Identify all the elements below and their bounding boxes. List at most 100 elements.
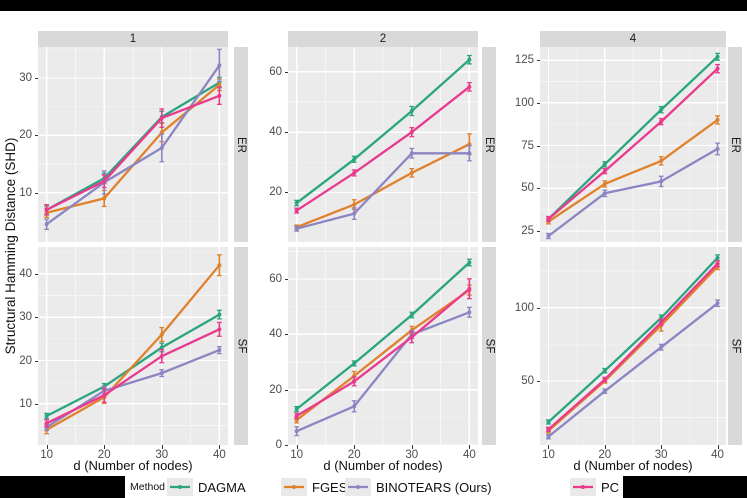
x-tick-label: 40: [462, 449, 476, 461]
y-tick-mark: [34, 192, 38, 194]
panel-ER-2: [288, 47, 478, 242]
x-tick-label: 30: [654, 449, 668, 461]
legend-label-fges: FGES: [312, 479, 348, 495]
y-tick-label: 60: [269, 65, 282, 78]
facet-strip-row-label: SF: [483, 338, 496, 354]
legend-key-binotears: [345, 478, 371, 496]
x-axis-title-1: d (Number of nodes): [73, 458, 193, 473]
facet-strip-row-SF-col2: SF: [728, 247, 742, 445]
facet-strip-col-2: 2: [288, 31, 478, 47]
series-SF-4-BINOTEARS (Ours): [546, 299, 720, 440]
panel-ER-1: [38, 47, 228, 242]
legend: Method DAGMA FGES BINOTEARS (Ours) PC: [0, 476, 747, 498]
x-tick-mark: [104, 445, 106, 449]
x-tick-mark: [548, 445, 550, 449]
x-tick-mark: [661, 445, 663, 449]
x-tick-mark: [604, 445, 606, 449]
y-tick-label: 40: [269, 126, 282, 139]
legend-item-pc: PC: [570, 476, 619, 498]
legend-label-binotears: BINOTEARS (Ours): [376, 479, 492, 495]
y-tick-label: 75: [521, 139, 534, 152]
legend-label-dagma: DAGMA: [198, 479, 246, 495]
y-tick-label: 0: [275, 439, 282, 451]
y-tick-label: 10: [19, 186, 32, 199]
legend-key-dagma: [167, 478, 193, 496]
y-tick-mark: [536, 60, 540, 62]
y-tick-label: 50: [521, 374, 534, 387]
x-tick-label: 10: [542, 449, 555, 461]
series-ER-2-PC: [294, 81, 472, 214]
x-tick-mark: [161, 445, 163, 449]
x-axis-title-2: d (Number of nodes): [323, 458, 443, 473]
series-ER-2-DAGMA: [294, 54, 472, 207]
y-tick-label: 20: [269, 383, 282, 396]
panel-ER-4: [540, 47, 726, 242]
legend-item-fges: FGES: [281, 476, 347, 498]
y-tick-mark: [536, 230, 540, 232]
series-SF-2-PC: [294, 278, 472, 420]
x-tick-label: 10: [40, 449, 54, 461]
x-tick-label: 10: [290, 449, 304, 461]
x-tick-mark: [219, 445, 221, 449]
x-tick-label: 20: [347, 449, 361, 461]
y-tick-mark: [34, 403, 38, 405]
y-tick-mark: [284, 192, 288, 194]
y-tick-label: 30: [19, 71, 32, 84]
series-SF-4-PC: [546, 260, 720, 433]
legend-item-binotears: BINOTEARS (Ours): [345, 476, 492, 498]
y-tick-mark: [536, 380, 540, 382]
x-tick-label: 40: [711, 449, 724, 461]
facet-strip-row-label: SF: [235, 338, 248, 354]
legend-black-box-right: [623, 476, 747, 498]
facet-strip-row-ER-col1: ER: [482, 47, 496, 242]
series-SF-2-DAGMA: [294, 258, 472, 413]
facet-strip-row-ER-col2: ER: [728, 47, 742, 242]
legend-title: Method: [130, 481, 166, 493]
legend-key-pc: [570, 478, 596, 496]
y-tick-mark: [34, 77, 38, 79]
x-axis-title-3: d (Number of nodes): [573, 458, 693, 473]
y-tick-mark: [34, 135, 38, 137]
x-tick-label: 30: [405, 449, 419, 461]
series-ER-4-PC: [546, 63, 720, 222]
series-SF-1-PC: [44, 321, 222, 428]
panel-SF-4: [540, 247, 726, 445]
legend-label-pc: PC: [601, 479, 620, 495]
legend-item-dagma: DAGMA: [167, 476, 246, 498]
y-tick-mark: [34, 317, 38, 319]
facet-strip-col-4: 4: [540, 31, 726, 47]
panel-SF-2: [288, 247, 478, 445]
facet-strip-row-SF-col0: SF: [234, 247, 248, 445]
y-tick-label: 20: [19, 354, 32, 367]
x-tick-mark: [46, 445, 48, 449]
y-tick-label: 100: [514, 96, 534, 109]
x-tick-mark: [296, 445, 298, 449]
facet-strip-row-label: ER: [729, 136, 742, 153]
y-tick-label: 125: [514, 54, 534, 67]
top-black-bar: [0, 0, 747, 11]
y-tick-mark: [34, 273, 38, 275]
y-tick-label: 50: [521, 182, 534, 195]
y-tick-mark: [34, 360, 38, 362]
x-tick-mark: [354, 445, 356, 449]
facet-strip-row-ER-col0: ER: [234, 47, 248, 242]
y-tick-label: 10: [19, 397, 32, 410]
series-ER-1-PC: [44, 86, 222, 216]
y-tick-label: 60: [269, 273, 282, 286]
y-tick-label: 40: [269, 328, 282, 341]
x-tick-label: 30: [155, 449, 169, 461]
legend-key-fges: [281, 478, 307, 496]
y-tick-label: 20: [19, 129, 32, 142]
facet-strip-row-label: SF: [729, 338, 742, 354]
x-tick-mark: [469, 445, 471, 449]
facet-strip-row-SF-col1: SF: [482, 247, 496, 445]
y-tick-label: 20: [269, 186, 282, 199]
panel-SF-1: [38, 247, 228, 445]
x-tick-label: 20: [97, 449, 111, 461]
y-tick-mark: [536, 307, 540, 309]
facet-strip-row-label: ER: [235, 136, 248, 153]
y-tick-mark: [536, 145, 540, 147]
x-tick-label: 40: [212, 449, 226, 461]
legend-black-box-left: [0, 476, 125, 498]
y-tick-mark: [536, 102, 540, 104]
